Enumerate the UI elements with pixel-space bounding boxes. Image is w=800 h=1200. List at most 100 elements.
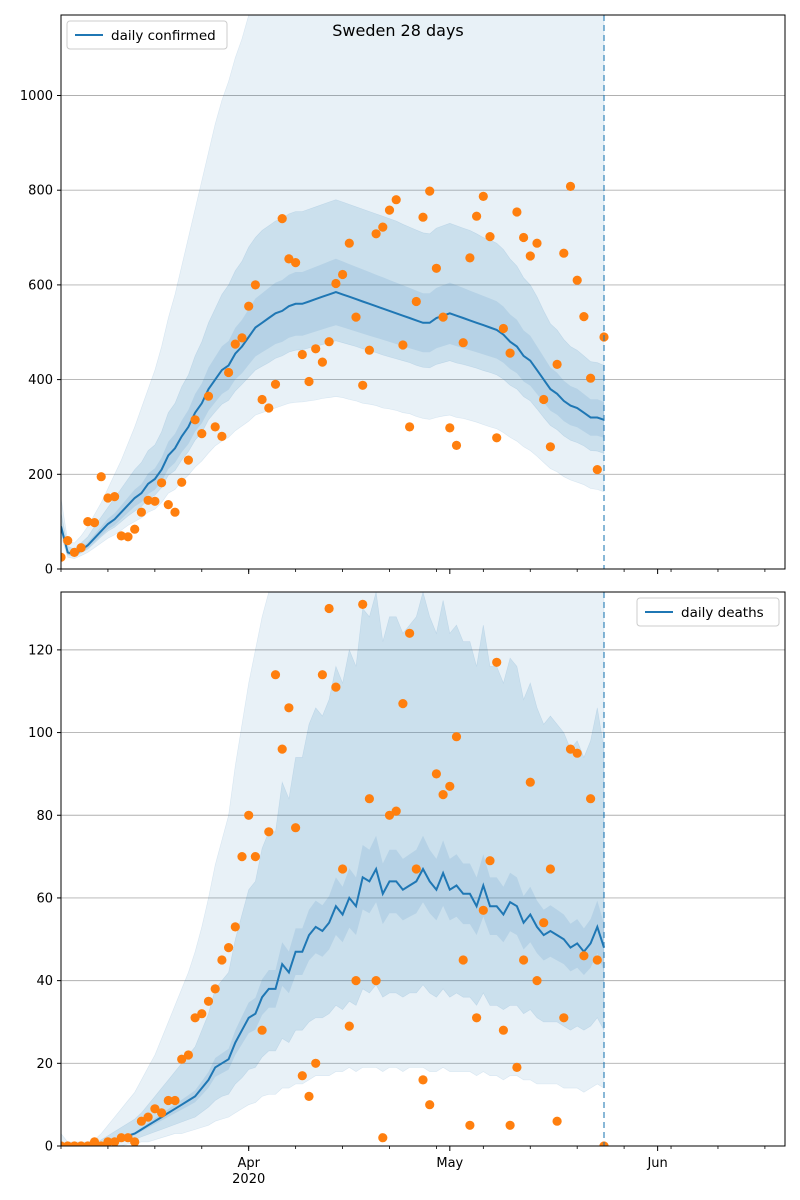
y-tick-label: 600 [28,278,53,293]
data-point [485,856,495,866]
data-point [505,348,515,358]
data-point [418,212,428,222]
data-point [331,682,341,692]
data-point [451,732,462,742]
series-line-daily-deaths [61,866,605,1146]
data-point [451,440,462,450]
data-point [492,657,502,667]
data-point [579,312,589,322]
data-point [217,955,227,965]
data-point [586,794,596,804]
data-point [250,280,260,290]
data-point [150,1104,160,1114]
data-point [190,1013,200,1023]
confidence-band-inner [61,835,604,1146]
data-point [270,670,281,680]
data-point [311,344,321,354]
x-tick-label: May [436,1156,463,1171]
x-tick-label: Apr [237,1156,260,1171]
data-point [458,338,468,348]
data-point [525,777,535,787]
data-point [465,253,475,263]
y-tick-label: 0 [45,563,53,578]
legend-label: daily confirmed [111,28,216,44]
plot-area [61,15,609,562]
data-point [498,323,508,334]
data-point [284,703,294,713]
data-point [539,394,549,405]
data-point [116,1133,126,1143]
data-point [244,301,254,311]
data-point [291,258,301,268]
data-point [331,278,341,289]
data-point [425,186,435,196]
data-point [592,955,602,965]
x-tick-sublabel: 2020 [232,1172,265,1187]
data-point [143,495,153,505]
data-point [170,507,180,517]
y-tick-label: 60 [36,891,53,906]
data-point [572,275,582,285]
data-point [157,1108,167,1118]
data-point [103,1137,113,1146]
data-point [264,403,274,413]
data-point [431,769,441,779]
data-point [157,478,167,488]
data-point [378,1133,388,1143]
confidence-band-inner [61,258,604,557]
data-point [264,827,274,837]
data-point [338,269,348,280]
data-point [579,951,589,961]
data-point [143,1112,153,1122]
confidence-band-middle [61,592,605,1146]
data-point [472,211,482,221]
data-point [519,232,529,243]
data-point [358,380,368,390]
data-point [592,465,602,475]
data-point [565,744,576,754]
legend-box [636,597,780,627]
data-point [183,455,193,465]
data-point [170,1095,180,1106]
data-point [552,359,562,369]
data-point [190,415,200,425]
data-point [545,864,556,874]
data-point [297,1071,307,1081]
data-point [358,599,368,610]
data-point [371,976,381,986]
data-point [344,238,354,248]
data-point [304,1091,314,1101]
data-point [237,852,247,862]
data-point [63,536,73,546]
data-point [123,1133,133,1143]
data-point [465,1120,475,1130]
data-point [197,429,207,439]
data-point [270,379,281,389]
data-point [545,442,556,452]
data-point [485,232,495,242]
data-point [519,955,529,965]
data-point [492,433,502,443]
data-point [163,1095,173,1106]
y-tick-label: 80 [36,809,53,824]
data-point [317,357,327,367]
axes-frame [60,591,786,1147]
data-point [230,922,240,932]
data-point [438,790,448,800]
data-point [297,349,307,360]
legend: daily deaths [636,597,780,627]
data-point [445,423,455,433]
data-point [183,1050,193,1060]
data-point [324,337,334,347]
data-point [505,1120,515,1130]
data-point [398,340,408,350]
data-point [478,905,488,915]
y-tick-label: 800 [28,184,53,199]
data-point [250,852,260,862]
data-point [89,518,100,528]
data-point [391,195,401,205]
data-point [411,864,421,874]
series-line-daily-confirmed [61,290,605,556]
data-point [277,214,287,224]
